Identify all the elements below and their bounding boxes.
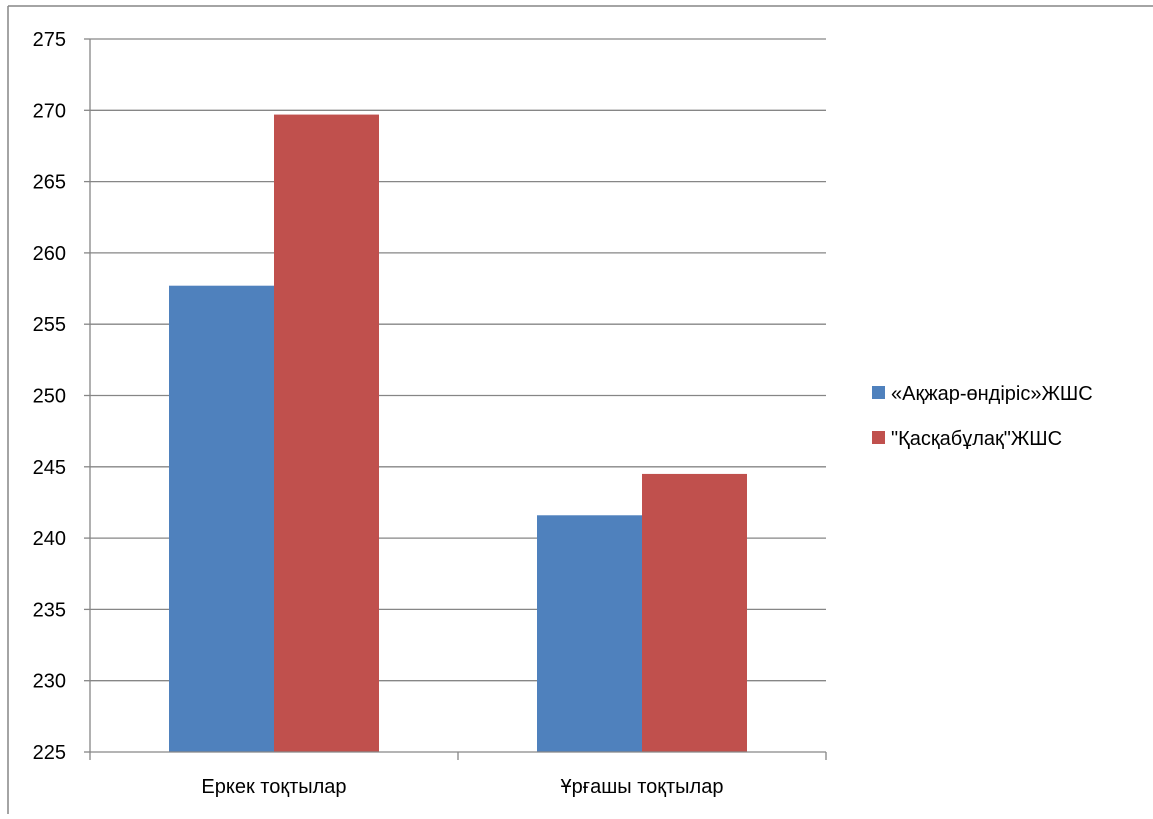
bars (169, 114, 747, 752)
legend-label-2: "Қасқабұлақ"ЖШС (891, 428, 1062, 450)
y-tick-label: 260 (33, 243, 66, 265)
x-tick-label: Ұрғашы тоқтылар (561, 776, 724, 798)
x-tick-label: Еркек тоқтылар (201, 776, 346, 798)
y-tick-label: 255 (33, 314, 66, 336)
bar-series-1-category-1 (169, 285, 274, 752)
y-tick-label: 235 (33, 599, 66, 621)
y-tick-label: 250 (33, 386, 66, 408)
axes (84, 38, 827, 760)
bar-series-2-category-2 (642, 473, 747, 752)
bar-series-1-category-2 (537, 515, 642, 752)
x-axis-tick-labels: Еркек тоқтылар Ұрғашы тоқтылар (201, 776, 723, 798)
legend-swatch-2 (872, 431, 885, 444)
legend-label-1: «Ақжар-өндіріс»ЖШС (891, 383, 1093, 405)
bar-series-2-category-1 (274, 114, 379, 752)
legend: «Ақжар-өндіріс»ЖШС "Қасқабұлақ"ЖШС (872, 383, 1093, 450)
y-tick-label: 270 (33, 100, 66, 122)
y-tick-label: 265 (33, 172, 66, 194)
y-tick-label: 225 (33, 742, 66, 764)
legend-swatch-1 (872, 386, 885, 399)
y-axis-tick-labels: 225 230 235 240 245 250 255 260 265 270 275 (33, 29, 66, 764)
y-tick-label: 240 (33, 528, 66, 550)
y-tick-label: 245 (33, 457, 66, 479)
y-tick-label: 230 (33, 671, 66, 693)
y-tick-label: 275 (33, 29, 66, 51)
